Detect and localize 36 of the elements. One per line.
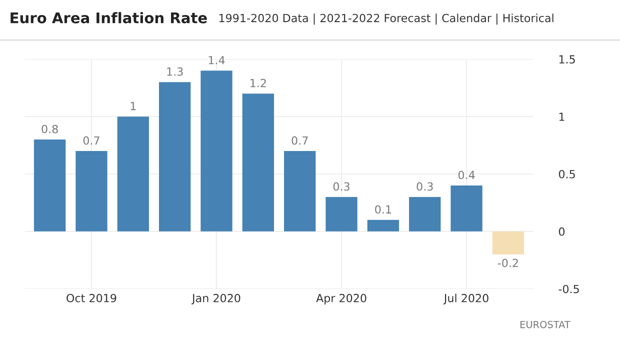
text: EUROSTAT — [520, 320, 570, 328]
bar — [34, 140, 66, 232]
bar — [492, 231, 524, 254]
bar — [284, 151, 316, 232]
data-label: 0.1 — [375, 205, 391, 214]
bar — [367, 220, 400, 232]
data-label: 1.3 — [167, 67, 183, 76]
data-label: 0.3 — [416, 182, 433, 191]
bar — [242, 94, 274, 232]
y-tick-label: 0.5 — [558, 170, 575, 178]
x-tick-label: Jan 2020 — [191, 294, 240, 304]
bar — [326, 196, 358, 232]
data-label: 0.7 — [292, 136, 308, 145]
y-tick-label: 1.5 — [559, 55, 575, 64]
data-label: 1 — [130, 102, 136, 110]
chart-title: Euro Area Inflation Rate — [10, 12, 207, 24]
y-tick-label: -0.5 — [558, 284, 579, 294]
data-label: 0.8 — [42, 124, 58, 134]
x-tick-label: Oct 2019 — [66, 294, 116, 302]
y-tick-label: 1 — [559, 112, 564, 121]
data-label: 1.4 — [208, 56, 225, 64]
bar — [409, 196, 441, 232]
bar — [117, 116, 149, 232]
bar — [158, 82, 191, 232]
y-tick-label: 0 — [558, 227, 565, 236]
data-label: -0.2 — [498, 258, 518, 268]
data-label: 0.3 — [333, 182, 350, 191]
data-label: 0.4 — [458, 170, 475, 180]
chart-subtitle: 1991-2020 Data | 2021-2022 Forecast | Calendar | Historical — [219, 14, 554, 25]
bar — [200, 70, 232, 232]
x-tick-label: Apr 2020 — [316, 294, 366, 304]
data-label: 1.2 — [250, 78, 266, 88]
data-label: 0.7 — [83, 136, 100, 145]
bar — [450, 185, 482, 232]
x-tick-label: Jul 2020 — [443, 294, 488, 304]
bar — [76, 151, 108, 232]
